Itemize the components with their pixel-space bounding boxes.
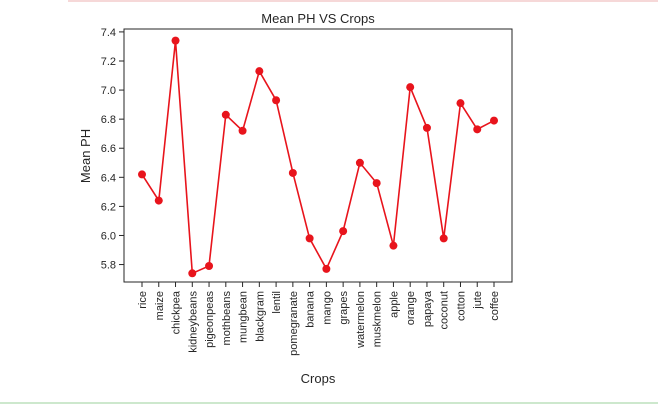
data-point-lentil	[272, 96, 281, 105]
x-tick-label: rice	[137, 291, 149, 309]
x-tick-label: coconut	[439, 291, 451, 330]
x-tick-label: lentil	[271, 291, 283, 314]
x-tick-label: orange	[405, 291, 417, 325]
data-point-pomegranate	[288, 168, 297, 177]
x-tick-label: papaya	[422, 290, 434, 327]
x-tick-label: muskmelon	[372, 291, 384, 347]
y-tick-label: 6.2	[101, 201, 116, 213]
plot-area	[123, 28, 513, 283]
y-tick-label: 7.0	[101, 85, 116, 97]
chart-title: Mean PH VS Crops	[261, 11, 375, 26]
mean-ph-series-line	[141, 40, 495, 275]
bottom-divider	[0, 402, 658, 404]
y-tick-label: 6.0	[101, 230, 116, 242]
y-tick-label: 7.4	[101, 27, 116, 39]
data-point-pigeonpeas	[205, 262, 214, 271]
data-point-coconut	[439, 234, 448, 243]
x-tick-label: jute	[472, 291, 484, 310]
x-axis: rice maize chickpea kidneybeans pigeonpeas mo…	[137, 282, 501, 356]
data-point-rice	[138, 170, 146, 179]
data-point-watermelon	[355, 158, 364, 167]
data-point-mungbean	[238, 126, 247, 135]
x-tick-label: mothbeans	[221, 291, 233, 346]
data-point-maize	[154, 196, 163, 205]
data-point-apple	[389, 241, 398, 250]
data-point-papaya	[422, 123, 431, 132]
data-point-mothbeans	[221, 110, 230, 119]
data-point-banana	[305, 234, 314, 243]
data-point-mango	[322, 264, 331, 273]
x-tick-label: mungbean	[238, 291, 250, 343]
x-tick-label: blackgram	[254, 291, 266, 342]
x-tick-label: kidneybeans	[187, 291, 199, 353]
data-point-coffee	[490, 116, 498, 125]
data-point-grapes	[339, 227, 348, 236]
x-axis-label: Crops	[301, 371, 336, 386]
y-tick-label: 5.8	[101, 260, 116, 272]
data-point-kidneybeans	[188, 269, 197, 278]
data-point-muskmelon	[372, 179, 381, 188]
x-tick-label: grapes	[338, 291, 350, 325]
x-tick-label: pomegranate	[288, 291, 300, 356]
top-divider	[68, 0, 658, 2]
x-tick-label: mango	[321, 291, 333, 325]
data-point-blackgram	[255, 67, 264, 76]
x-tick-label: coffee	[489, 291, 501, 321]
x-tick-label: apple	[388, 291, 400, 318]
y-axis: 5.8 6.0 6.2 6.4 6.6 6.8 7.0 7.2 7.4	[101, 27, 124, 272]
x-tick-label: banana	[305, 290, 317, 328]
y-axis-label: Mean PH	[78, 129, 93, 183]
y-tick-label: 6.4	[101, 172, 116, 184]
x-tick-label: maize	[154, 291, 166, 320]
y-tick-label: 6.6	[101, 143, 116, 155]
x-tick-label: watermelon	[355, 291, 367, 349]
data-point-chickpea	[171, 36, 180, 45]
data-point-cotton	[456, 99, 465, 108]
x-tick-label: pigeonpeas	[204, 291, 216, 348]
x-tick-label: cotton	[455, 291, 467, 321]
y-tick-label: 6.8	[101, 114, 116, 126]
x-tick-label: chickpea	[171, 290, 183, 334]
data-point-orange	[406, 83, 415, 92]
data-point-jute	[473, 125, 482, 134]
y-tick-label: 7.2	[101, 56, 116, 68]
data-markers	[138, 36, 498, 278]
